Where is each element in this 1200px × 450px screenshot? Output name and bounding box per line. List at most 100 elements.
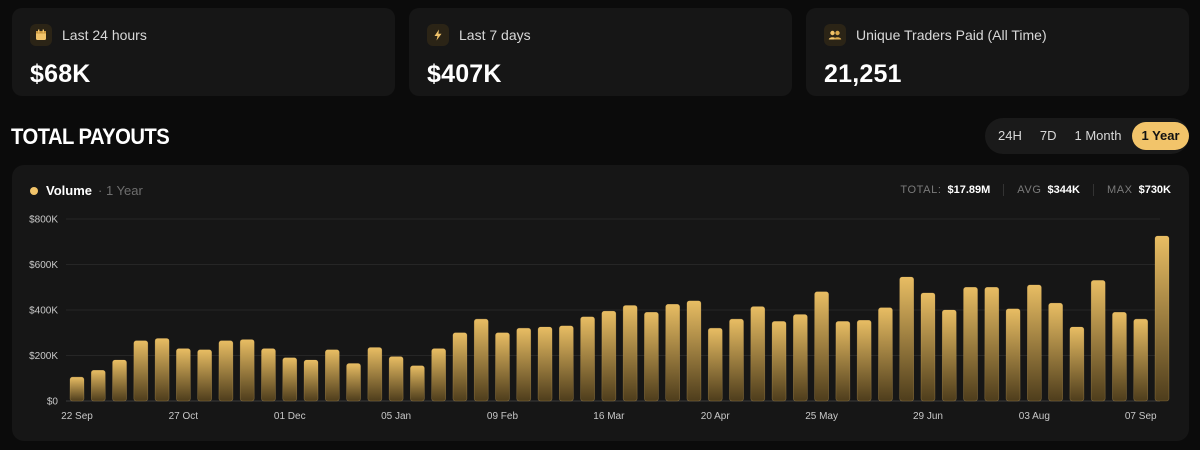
page-title: TOTAL PAYOUTS — [11, 124, 170, 149]
summary-max-value: $730K — [1138, 184, 1171, 196]
bar[interactable] — [1090, 280, 1106, 402]
bar[interactable] — [1005, 308, 1021, 402]
bar[interactable] — [112, 359, 127, 402]
payouts-bar-chart: $0 $200K $400K $600K $800K 22 Sep 27 Oct 01 De… — [29, 215, 1170, 422]
bar[interactable] — [303, 359, 319, 402]
bar[interactable] — [1154, 235, 1170, 402]
bar[interactable] — [601, 310, 617, 402]
bar[interactable] — [750, 306, 766, 402]
legend-period: · 1 Year — [98, 183, 143, 198]
stat-value: 21,251 — [824, 60, 902, 88]
stat-value: $407K — [427, 60, 502, 88]
y-tick-label: $0 — [47, 397, 59, 408]
stat-value: $68K — [30, 60, 91, 88]
y-tick-label: $400K — [29, 306, 58, 317]
divider — [1092, 184, 1094, 196]
bar[interactable] — [261, 348, 276, 402]
summary-total-value: $17.89M — [947, 184, 991, 196]
stat-label: Last 24 hours — [62, 27, 147, 43]
bar[interactable] — [793, 314, 808, 402]
divider — [1003, 184, 1005, 196]
bar[interactable] — [878, 307, 893, 402]
bar[interactable] — [665, 304, 680, 402]
summary-max-label: MAX — [1106, 184, 1133, 196]
bar[interactable] — [580, 316, 595, 402]
stat-card-24h: Last 24 hours $68K — [12, 8, 395, 96]
bar[interactable] — [644, 311, 659, 402]
lightning-icon — [427, 24, 449, 46]
chart-summary: TOTAL: $17.89M AVG $344K MAX $730K — [900, 184, 1171, 196]
bar[interactable] — [452, 332, 468, 402]
bar[interactable] — [431, 348, 446, 402]
x-tick-label: 20 Apr — [701, 411, 731, 422]
bar[interactable] — [920, 292, 936, 402]
stat-card-unique-traders: Unique Traders Paid (All Time) 21,251 — [806, 8, 1189, 96]
bar[interactable] — [410, 365, 425, 402]
tab-7d[interactable]: 7D — [1039, 128, 1057, 143]
legend-dot-icon — [30, 186, 38, 195]
x-tick-label: 03 Aug — [1019, 411, 1050, 422]
bar[interactable] — [559, 325, 574, 402]
stat-card-7d: Last 7 days $407K — [409, 8, 792, 96]
bar[interactable] — [899, 276, 915, 402]
bar[interactable] — [495, 332, 510, 402]
tab-1-year[interactable]: 1 Year — [1132, 122, 1189, 150]
summary-avg-value: $344K — [1047, 184, 1080, 196]
bar[interactable] — [218, 340, 234, 402]
bar[interactable] — [707, 327, 723, 402]
bar[interactable] — [346, 363, 361, 402]
bar[interactable] — [622, 305, 638, 402]
summary-avg-label: AVG — [1017, 184, 1042, 196]
bar[interactable] — [941, 309, 957, 402]
bar[interactable] — [69, 376, 85, 402]
x-tick-label: 29 Jun — [913, 411, 943, 422]
x-tick-label: 25 May — [805, 411, 838, 422]
bar[interactable] — [814, 291, 829, 402]
x-tick-label: 07 Sep — [1125, 411, 1157, 422]
y-tick-label: $800K — [29, 215, 58, 226]
bar[interactable] — [963, 286, 978, 402]
bar[interactable] — [686, 300, 702, 402]
chart-legend: Volume · 1 Year — [30, 183, 143, 198]
summary-total-label: TOTAL: — [900, 184, 942, 196]
y-tick-label: $200K — [29, 351, 58, 362]
bar[interactable] — [1048, 302, 1063, 402]
bar[interactable] — [176, 348, 191, 402]
payouts-chart-card: Volume · 1 Year TOTAL: $17.89M AVG $344K… — [12, 165, 1189, 441]
bar[interactable] — [1133, 318, 1149, 402]
bar[interactable] — [516, 327, 532, 402]
x-tick-label: 01 Dec — [274, 411, 306, 422]
x-tick-label: 22 Sep — [61, 411, 93, 422]
stat-label: Last 7 days — [459, 27, 531, 43]
bar[interactable] — [90, 369, 106, 402]
bar[interactable] — [239, 339, 255, 402]
tab-1-month[interactable]: 1 Month — [1074, 128, 1122, 143]
bar[interactable] — [537, 326, 553, 402]
calendar-icon — [30, 24, 52, 46]
bar[interactable] — [1069, 326, 1085, 402]
users-icon — [824, 24, 846, 46]
legend-series-name: Volume — [46, 183, 92, 198]
bar[interactable] — [1027, 284, 1042, 402]
bar[interactable] — [388, 356, 404, 402]
bar[interactable] — [197, 349, 212, 402]
bar[interactable] — [133, 340, 149, 402]
range-selector: 24H 7D 1 Month 1 Year — [985, 118, 1189, 154]
x-tick-label: 05 Jan — [381, 411, 411, 422]
bar[interactable] — [1112, 311, 1127, 402]
bar[interactable] — [984, 286, 1000, 402]
y-tick-label: $600K — [29, 260, 58, 271]
tab-24h[interactable]: 24H — [998, 128, 1022, 143]
bar[interactable] — [856, 319, 872, 402]
x-tick-label: 09 Feb — [487, 411, 519, 422]
bar[interactable] — [473, 318, 489, 402]
bar[interactable] — [154, 338, 170, 402]
bar[interactable] — [324, 349, 340, 402]
bar[interactable] — [729, 318, 744, 402]
stat-label: Unique Traders Paid (All Time) — [856, 27, 1047, 43]
bar[interactable] — [771, 321, 787, 402]
bar[interactable] — [282, 357, 298, 402]
bar[interactable] — [835, 321, 851, 402]
bar[interactable] — [367, 347, 383, 402]
x-tick-label: 16 Mar — [593, 411, 625, 422]
